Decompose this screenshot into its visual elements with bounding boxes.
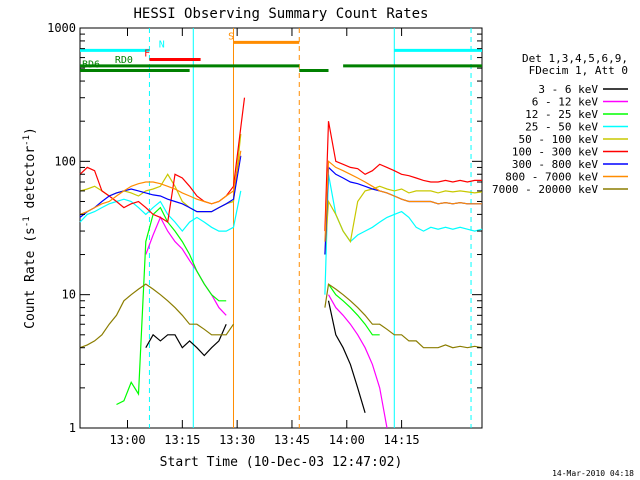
legend-label-7: 800 - 7000 keV bbox=[505, 171, 598, 184]
x-tick-label-4: 14:00 bbox=[329, 433, 365, 447]
legend: Det 1,3,4,5,6,9,FDecim 1, Att 0 3 - 6 keV… bbox=[492, 52, 628, 196]
x-axis-label: Start Time (10-Dec-03 12:47:02) bbox=[160, 455, 403, 470]
flag-label-4: BD6 bbox=[82, 60, 100, 71]
x-axis-ticks: 13:00 13:15 13:30 13:45 14:00 14:15 bbox=[109, 28, 420, 447]
flag-bars: NF S RD0 BD6 bbox=[80, 31, 482, 73]
plot-area-frame bbox=[79, 27, 483, 429]
x-tick-label-5: 14:15 bbox=[384, 433, 420, 447]
series-line-4 bbox=[79, 134, 483, 255]
y-tick-label-3: 1000 bbox=[47, 21, 76, 35]
legend-label-1: 6 - 12 keV bbox=[532, 96, 599, 109]
y-tick-label-1: 10 bbox=[62, 288, 76, 302]
series-line-0 bbox=[145, 300, 366, 413]
y-axis-label: Count Rate (s-1 detector-1) bbox=[22, 127, 38, 329]
legend-label-5: 100 - 300 keV bbox=[512, 146, 598, 159]
legend-label-3: 25 - 50 keV bbox=[525, 121, 598, 134]
legend-label-0: 3 - 6 keV bbox=[538, 83, 598, 96]
legend-label-4: 50 - 100 keV bbox=[519, 133, 599, 146]
flag-label-3: RD0 bbox=[115, 55, 133, 66]
flag-label-1: F bbox=[144, 49, 150, 60]
flag-label-0: N bbox=[159, 39, 165, 50]
series-line-6 bbox=[79, 155, 482, 255]
series-line-1 bbox=[145, 215, 388, 429]
y-tick-label-2: 100 bbox=[54, 154, 76, 168]
series-line-2 bbox=[116, 206, 380, 406]
y-axis-ticks: 1 10 100 1000 bbox=[47, 21, 482, 435]
y-tick-label-0: 1 bbox=[69, 421, 76, 435]
legend-header-1: FDecim 1, Att 0 bbox=[529, 64, 628, 77]
series-line-5 bbox=[79, 97, 482, 232]
series-lines bbox=[79, 97, 483, 429]
x-tick-label-3: 13:45 bbox=[274, 433, 310, 447]
footer-timestamp: 14-Mar-2010 04:18 bbox=[552, 469, 634, 478]
legend-header-0: Det 1,3,4,5,6,9, bbox=[522, 52, 628, 65]
y-axis-label-main: Count Rate (s bbox=[23, 227, 38, 329]
legend-label-8: 7000 - 20000 keV bbox=[492, 183, 598, 196]
series-line-7 bbox=[79, 150, 482, 242]
y-axis-label-mid: detector bbox=[23, 146, 38, 217]
x-tick-label-0: 13:00 bbox=[109, 433, 145, 447]
x-tick-label-1: 13:15 bbox=[164, 433, 200, 447]
legend-label-6: 300 - 800 keV bbox=[512, 158, 598, 171]
y-axis-label-sup2: -1 bbox=[22, 135, 32, 146]
flag-label-2: S bbox=[228, 31, 234, 42]
y-axis-label-sup1: -1 bbox=[22, 216, 32, 227]
series-line-8 bbox=[79, 283, 483, 349]
legend-label-2: 12 - 25 keV bbox=[525, 108, 598, 121]
chart-title: HESSI Observing Summary Count Rates bbox=[133, 6, 428, 22]
y-axis-label-end: ) bbox=[23, 127, 38, 135]
x-tick-label-2: 13:30 bbox=[219, 433, 255, 447]
series-line-3 bbox=[79, 174, 483, 295]
vertical-marker-lines bbox=[148, 28, 472, 428]
